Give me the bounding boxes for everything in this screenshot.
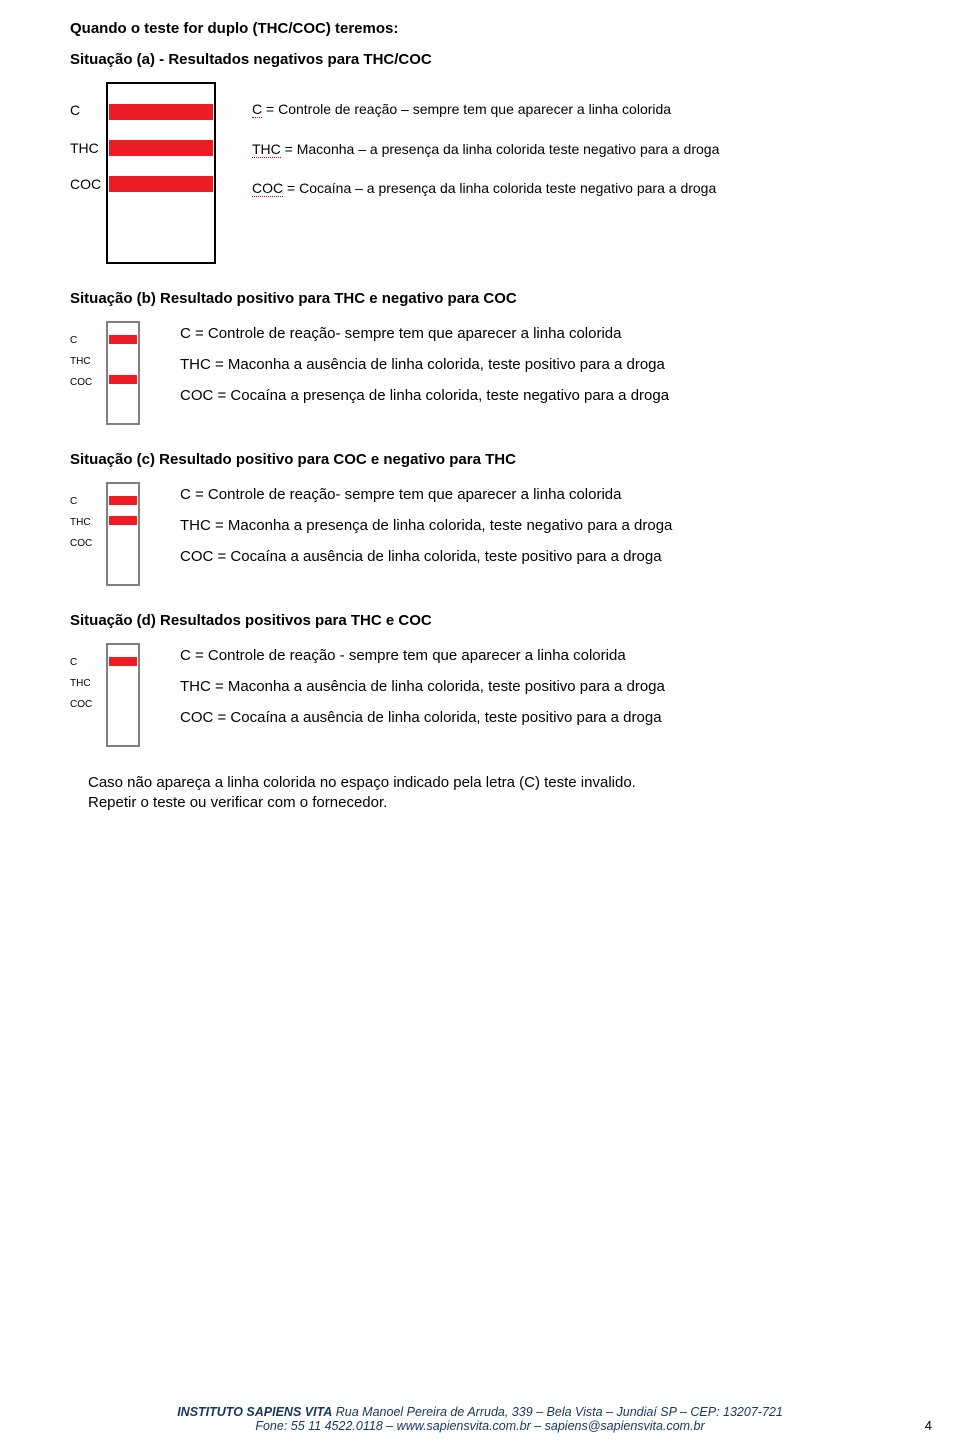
- legend-d: C = Controle de reação - sempre tem que …: [180, 643, 665, 740]
- diagram-b: C THC COC C = Controle de reação- sempre…: [70, 321, 890, 425]
- diagram-a: C THC COC C = Controle de reação – sempr…: [70, 82, 890, 264]
- legend-b-c: C = Controle de reação- sempre tem que a…: [180, 325, 669, 342]
- legend-b-thc: THC = Maconha a ausência de linha colori…: [180, 356, 669, 373]
- label-c: C: [70, 334, 100, 347]
- test-strip-b: [106, 321, 140, 425]
- legend-d-coc: COC = Cocaína a ausência de linha colori…: [180, 709, 665, 726]
- footer-dash: –: [531, 1419, 545, 1433]
- band-c-icon: [109, 104, 213, 120]
- label-coc: COC: [70, 537, 100, 550]
- page-title: Quando o teste for duplo (THC/COC) terem…: [70, 20, 890, 37]
- label-thc: THC: [70, 140, 99, 156]
- label-c: C: [70, 656, 100, 669]
- situation-b-heading: Situação (b) Resultado positivo para THC…: [70, 290, 890, 307]
- band-thc-icon: [109, 140, 213, 156]
- legend-c-thc: THC = Maconha a presença de linha colori…: [180, 517, 672, 534]
- footer-org: INSTITUTO SAPIENS VITA: [177, 1405, 332, 1419]
- band-c-icon: [109, 335, 137, 344]
- page-footer: INSTITUTO SAPIENS VITA Rua Manoel Pereir…: [70, 1405, 890, 1433]
- band-c-icon: [109, 496, 137, 505]
- legend-a: C = Controle de reação – sempre tem que …: [252, 82, 719, 219]
- label-c: C: [70, 102, 80, 118]
- label-thc: THC: [70, 355, 100, 368]
- note-line2: Repetir o teste ou verificar com o forne…: [88, 794, 387, 811]
- invalid-note: Caso não apareça a linha colorida no esp…: [88, 773, 890, 814]
- legend-c: C = Controle de reação- sempre tem que a…: [180, 482, 672, 579]
- test-strip-d: [106, 643, 140, 747]
- label-thc: THC: [70, 516, 100, 529]
- footer-address: Rua Manoel Pereira de Arruda, 339 – Bela…: [332, 1405, 783, 1419]
- legend-d-thc: THC = Maconha a ausência de linha colori…: [180, 678, 665, 695]
- situation-c-heading: Situação (c) Resultado positivo para COC…: [70, 451, 890, 468]
- legend-c-coc: COC = Cocaína a ausência de linha colori…: [180, 548, 672, 565]
- strip-b-labels: C THC COC: [70, 331, 100, 425]
- note-line1: Caso não apareça a linha colorida no esp…: [88, 774, 636, 791]
- label-coc: COC: [70, 698, 100, 711]
- legend-a-coc: COC = Cocaína – a presença da linha colo…: [252, 179, 719, 199]
- strip-a-labels: C THC COC: [70, 82, 106, 264]
- test-strip-c: [106, 482, 140, 586]
- diagram-d: C THC COC C = Controle de reação - sempr…: [70, 643, 890, 747]
- label-coc: COC: [70, 376, 100, 389]
- legend-c-c: C = Controle de reação- sempre tem que a…: [180, 486, 672, 503]
- band-coc-icon: [109, 375, 137, 384]
- legend-d-c: C = Controle de reação - sempre tem que …: [180, 647, 665, 664]
- band-coc-icon: [109, 176, 213, 192]
- situation-d-heading: Situação (d) Resultados positivos para T…: [70, 612, 890, 629]
- legend-a-c: C = Controle de reação – sempre tem que …: [252, 100, 719, 120]
- footer-url-link[interactable]: www.sapiensvita.com.br: [397, 1419, 531, 1433]
- label-coc: COC: [70, 176, 101, 192]
- band-thc-icon: [109, 516, 137, 525]
- strip-d-labels: C THC COC: [70, 653, 100, 747]
- strip-c-labels: C THC COC: [70, 492, 100, 586]
- label-c: C: [70, 495, 100, 508]
- situation-c: Situação (c) Resultado positivo para COC…: [70, 451, 890, 586]
- test-strip-a: [106, 82, 216, 264]
- band-c-icon: [109, 657, 137, 666]
- legend-a-thc: THC = Maconha – a presença da linha colo…: [252, 140, 719, 160]
- footer-phone: Fone: 55 11 4522.0118 –: [255, 1419, 396, 1433]
- diagram-c: C THC COC C = Controle de reação- sempre…: [70, 482, 890, 586]
- situation-a: Situação (a) - Resultados negativos para…: [70, 51, 890, 264]
- legend-b-coc: COC = Cocaína a presença de linha colori…: [180, 387, 669, 404]
- situation-b: Situação (b) Resultado positivo para THC…: [70, 290, 890, 425]
- legend-b: C = Controle de reação- sempre tem que a…: [180, 321, 669, 418]
- label-thc: THC: [70, 677, 100, 690]
- footer-email-link[interactable]: sapiens@sapiensvita.com.br: [545, 1419, 705, 1433]
- situation-a-heading: Situação (a) - Resultados negativos para…: [70, 51, 890, 68]
- situation-d: Situação (d) Resultados positivos para T…: [70, 612, 890, 747]
- page-number: 4: [925, 1418, 932, 1433]
